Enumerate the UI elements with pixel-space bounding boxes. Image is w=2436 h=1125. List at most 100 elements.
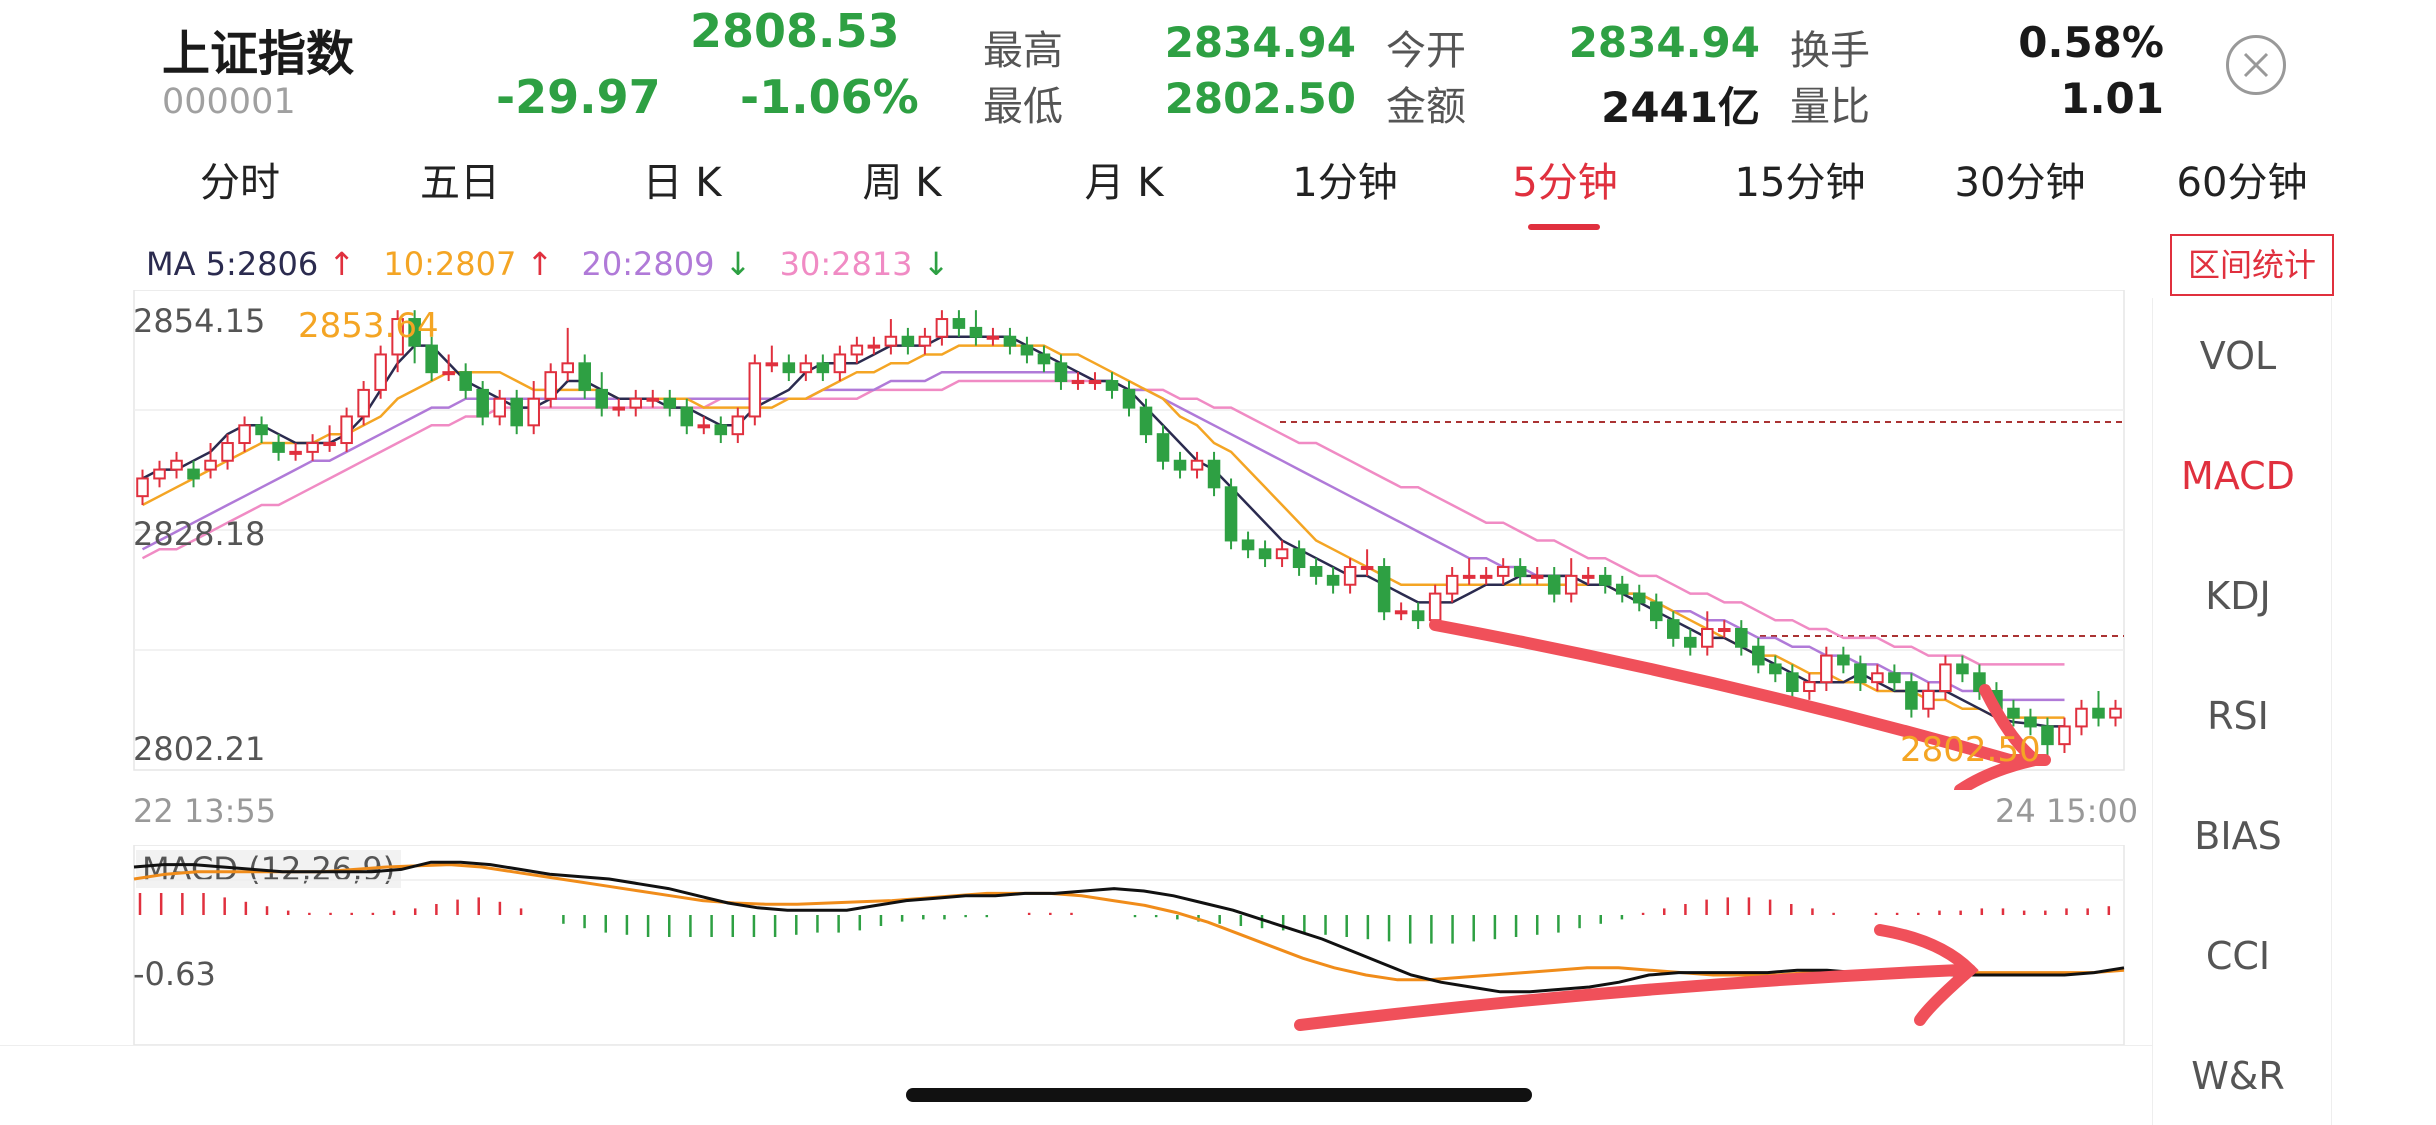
candle bbox=[1564, 558, 1578, 603]
candle bbox=[561, 327, 574, 382]
candle bbox=[969, 310, 983, 346]
candle bbox=[833, 345, 847, 382]
indicator-vol[interactable]: VOL bbox=[2199, 334, 2277, 378]
candle bbox=[1105, 372, 1119, 399]
indicator-kdj[interactable]: KDJ bbox=[2205, 574, 2271, 618]
ma5-up-arrow-icon: ↑ bbox=[328, 245, 356, 283]
ma10-up-arrow-icon: ↑ bbox=[526, 245, 554, 283]
candle bbox=[272, 434, 285, 461]
candle bbox=[884, 319, 898, 355]
current-price: 2808.53 bbox=[690, 4, 900, 58]
candle bbox=[782, 354, 796, 382]
open-value: 2834.94 bbox=[1568, 18, 1760, 67]
candle bbox=[1513, 558, 1527, 585]
stock-code: 000001 bbox=[162, 82, 296, 122]
candlestick-chart[interactable] bbox=[130, 290, 2130, 790]
macd-chart[interactable] bbox=[130, 845, 2130, 1055]
candle bbox=[1054, 354, 1068, 390]
volume-ratio-value: 1.01 bbox=[2060, 74, 2164, 123]
candle bbox=[1020, 336, 1034, 364]
tab-15min[interactable]: 15分钟 bbox=[1734, 160, 1866, 206]
ma10-legend: 10:2807 bbox=[383, 245, 517, 283]
ma30-line bbox=[141, 379, 2065, 666]
tab-60min[interactable]: 60分钟 bbox=[2176, 160, 2308, 206]
tab-wuri[interactable]: 五日 bbox=[420, 160, 500, 206]
x-axis-end-label: 24 15:00 bbox=[1995, 792, 2139, 830]
indicator-bias[interactable]: BIAS bbox=[2194, 814, 2282, 858]
candle bbox=[1718, 620, 1731, 638]
ma30-legend: 30:2813 bbox=[779, 245, 913, 283]
candle bbox=[1837, 646, 1850, 674]
candle bbox=[1769, 655, 1782, 683]
candle bbox=[1479, 567, 1493, 585]
max-price-marker: 2853.64 bbox=[298, 306, 439, 346]
candle bbox=[204, 443, 217, 479]
candle bbox=[340, 407, 353, 452]
y-axis-bottom-label: 2802.21 bbox=[133, 730, 266, 768]
tab-5min[interactable]: 5分钟 bbox=[1512, 160, 1618, 206]
candle bbox=[1871, 664, 1884, 692]
candle bbox=[170, 451, 183, 479]
candle bbox=[255, 416, 268, 444]
macd-dif-line bbox=[133, 860, 2125, 994]
candle bbox=[1190, 451, 1204, 479]
candle bbox=[1139, 398, 1153, 444]
candle bbox=[1956, 655, 1969, 683]
candle bbox=[1854, 655, 1867, 692]
candle bbox=[306, 434, 319, 461]
close-button[interactable] bbox=[2226, 35, 2286, 95]
candle bbox=[493, 389, 506, 426]
price-change-percent: -1.06% bbox=[740, 70, 919, 124]
indicator-cci[interactable]: CCI bbox=[2205, 934, 2271, 978]
candle bbox=[1888, 664, 1901, 692]
candle bbox=[510, 389, 523, 435]
candle bbox=[1037, 345, 1051, 373]
candle bbox=[1667, 611, 1680, 647]
interval-stats-button[interactable]: 区间统计 bbox=[2170, 234, 2334, 296]
home-indicator[interactable] bbox=[906, 1088, 1532, 1102]
candle bbox=[1071, 372, 1085, 390]
candle bbox=[629, 389, 643, 417]
candle bbox=[1360, 549, 1374, 576]
candle bbox=[1377, 558, 1391, 621]
tab-fenshi[interactable]: 分时 bbox=[200, 160, 280, 206]
tab-week-k[interactable]: 周 K bbox=[862, 160, 942, 206]
candle bbox=[2007, 699, 2020, 727]
candle bbox=[850, 336, 864, 364]
candle bbox=[1411, 602, 1425, 630]
indicator-sidebar bbox=[2152, 298, 2332, 1125]
candle bbox=[1258, 540, 1272, 568]
candle bbox=[901, 327, 915, 355]
candle bbox=[578, 354, 591, 399]
tab-1min[interactable]: 1分钟 bbox=[1292, 160, 1398, 206]
candle bbox=[1632, 584, 1646, 612]
candle bbox=[1224, 478, 1238, 550]
tab-month-k[interactable]: 月 K bbox=[1084, 160, 1164, 206]
candle bbox=[323, 425, 336, 452]
candle bbox=[1343, 558, 1357, 594]
candle bbox=[1803, 673, 1816, 700]
candle bbox=[1326, 567, 1340, 594]
active-tab-indicator bbox=[1528, 224, 1600, 230]
indicator-wr[interactable]: W&R bbox=[2191, 1054, 2285, 1098]
indicator-macd[interactable]: MACD bbox=[2181, 454, 2295, 498]
annotation-arrowhead bbox=[1874, 924, 1979, 1026]
volume-ratio-label: 量比 bbox=[1790, 84, 1870, 130]
tab-30min[interactable]: 30分钟 bbox=[1954, 160, 2086, 206]
candle bbox=[2109, 699, 2122, 727]
candle bbox=[1820, 646, 1833, 692]
indicator-rsi[interactable]: RSI bbox=[2207, 694, 2269, 738]
candle bbox=[425, 336, 438, 382]
candle bbox=[1241, 531, 1255, 559]
candle bbox=[2075, 699, 2088, 736]
ma30-down-arrow-icon: ↓ bbox=[922, 245, 950, 283]
candle bbox=[1530, 567, 1544, 585]
low-value: 2802.50 bbox=[1164, 74, 1356, 123]
candle bbox=[1275, 540, 1289, 568]
stock-name: 上证指数 bbox=[162, 26, 355, 82]
x-axis-start-label: 22 13:55 bbox=[133, 792, 277, 830]
tab-day-k[interactable]: 日 K bbox=[642, 160, 722, 206]
candle bbox=[1207, 451, 1221, 497]
annotation-arrowhead bbox=[1954, 684, 2049, 790]
y-axis-top-label: 2854.15 bbox=[133, 302, 266, 340]
